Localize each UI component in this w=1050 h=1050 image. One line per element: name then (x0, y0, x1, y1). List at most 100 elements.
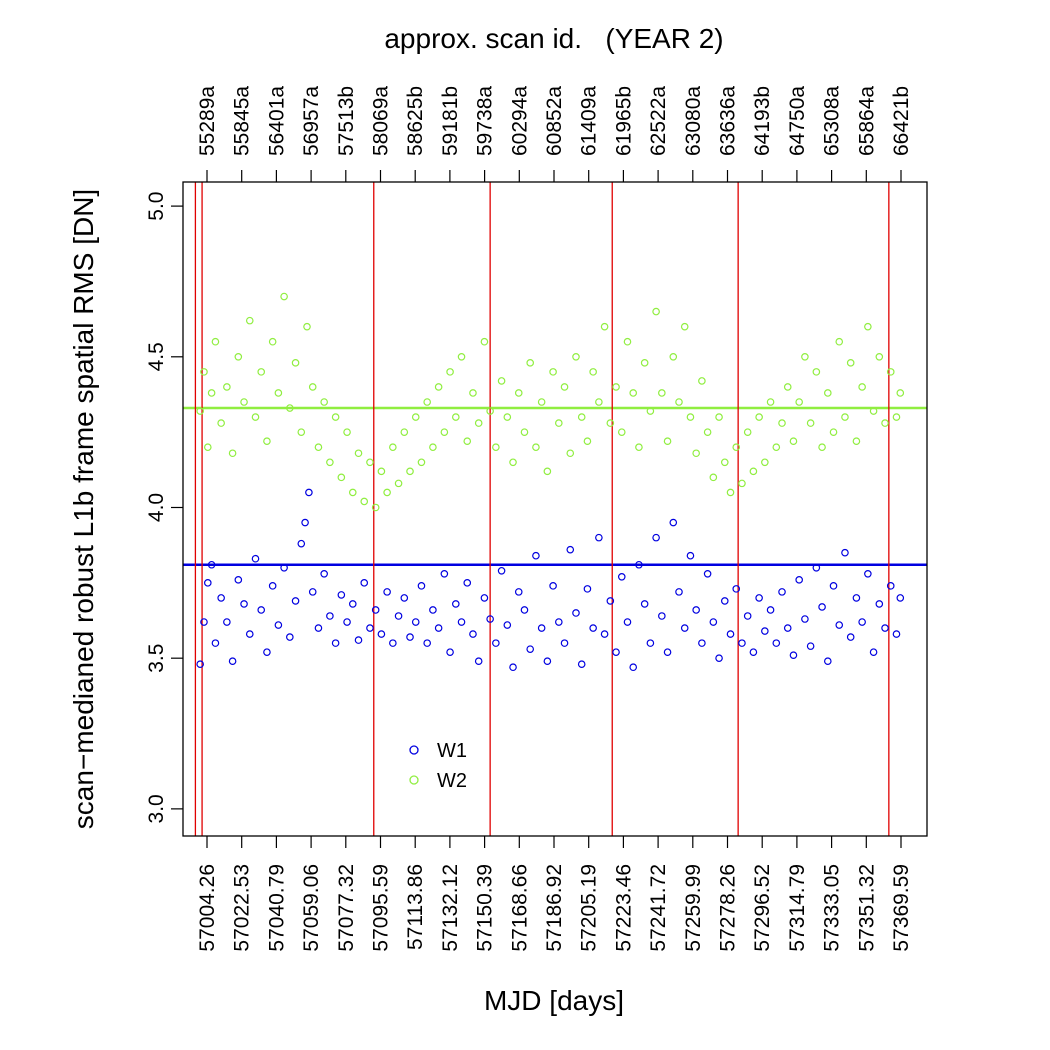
data-point-w2 (371, 503, 380, 512)
vertical-marker-lines (194, 182, 890, 836)
data-point-w2 (417, 458, 426, 467)
data-point-w2 (703, 428, 712, 436)
data-point-w1 (795, 576, 803, 584)
data-point-w2 (743, 428, 752, 436)
data-point-w1 (783, 624, 792, 632)
data-point-w1 (463, 579, 472, 587)
data-point-w1 (474, 657, 483, 665)
x-tick-label: 57113.86 (404, 864, 427, 950)
data-point-w1 (577, 660, 586, 669)
data-point-w1 (629, 663, 638, 672)
data-point-w2 (204, 443, 212, 452)
data-point-w1 (389, 639, 397, 647)
data-point-w1 (406, 633, 414, 641)
top-tick-label: 56401a (265, 86, 288, 156)
data-point-w2 (801, 353, 809, 361)
data-point-w1 (709, 618, 718, 626)
data-point-w1 (207, 560, 216, 569)
data-point-w2 (761, 458, 769, 467)
data-point-w1 (251, 554, 260, 563)
data-point-w2 (211, 337, 220, 346)
x-tick-label: 57059.06 (300, 864, 323, 952)
data-point-w1 (572, 609, 580, 617)
data-point-w1 (772, 639, 781, 647)
data-point-w1 (892, 630, 901, 638)
data-point-w1 (343, 618, 351, 626)
data-point-w2 (732, 443, 741, 452)
data-point-w2 (755, 413, 763, 421)
data-point-w1 (337, 591, 346, 599)
data-point-w2 (377, 467, 386, 476)
y-axis-title: scan−medianed robust L1b frame spatial R… (68, 189, 99, 829)
data-point-w1 (274, 621, 283, 629)
data-point-w2 (411, 413, 420, 421)
data-point-w1 (555, 618, 563, 626)
data-point-w2 (354, 449, 363, 458)
data-point-w2 (526, 359, 535, 367)
y-tick-label: 3.5 (145, 644, 168, 673)
data-point-w2 (715, 413, 723, 421)
data-point-w1 (366, 624, 374, 632)
data-point-w1 (640, 600, 649, 608)
data-point-w2 (652, 307, 660, 316)
top-tick-label: 65308a (821, 86, 844, 156)
data-point-w2 (600, 322, 609, 331)
data-point-w2 (440, 428, 449, 436)
x-tick-label: 57259.99 (682, 864, 705, 952)
legend-label-w2: W2 (437, 770, 467, 792)
data-point-w1 (698, 639, 706, 647)
data-point-w2 (841, 413, 849, 421)
data-point-w2 (663, 437, 672, 445)
data-point-w1 (486, 615, 494, 623)
data-point-w2 (886, 368, 895, 376)
top-tick-label: 64193b (751, 86, 774, 156)
data-point-w2 (207, 389, 216, 397)
data-point-w1 (669, 518, 678, 527)
data-point-w2 (480, 337, 489, 346)
top-tick-label: 66421b (890, 86, 913, 156)
x-tick-label: 57333.05 (821, 864, 844, 952)
data-point-w1 (560, 639, 569, 647)
data-point-w1 (881, 624, 889, 632)
data-point-w1 (377, 630, 386, 638)
data-point-w2 (532, 443, 540, 452)
x-tick-label: 57150.39 (474, 864, 497, 952)
data-point-w1 (520, 606, 529, 614)
data-point-w2 (812, 368, 821, 376)
data-point-w2 (875, 353, 884, 361)
x-tick-label: 57095.59 (370, 864, 393, 952)
data-point-w2 (726, 488, 735, 497)
data-point-w1 (858, 618, 866, 626)
data-point-w1 (204, 579, 212, 587)
top-tick-label: 63080a (682, 86, 705, 156)
data-point-w2 (228, 449, 237, 458)
data-point-w2 (400, 428, 409, 436)
data-point-w2 (257, 368, 266, 376)
data-point-w2 (595, 398, 603, 406)
data-point-w2 (858, 383, 866, 391)
data-point-w1 (240, 600, 248, 608)
data-point-w1 (211, 639, 220, 647)
data-points (196, 292, 905, 672)
data-point-w1 (635, 560, 643, 569)
top-tick-label: 56957a (300, 86, 323, 156)
data-point-w1 (423, 639, 431, 647)
top-tick-label: 65864a (855, 86, 878, 156)
data-point-w2 (892, 413, 901, 421)
x-tick-label: 57205.19 (578, 864, 601, 952)
legend: W1 W2 (409, 740, 467, 792)
data-point-w2 (308, 383, 317, 391)
data-point-w1 (829, 582, 838, 590)
data-point-w1 (732, 585, 741, 593)
x-tick-label: 57241.72 (647, 864, 670, 952)
data-point-w1 (532, 551, 540, 560)
data-point-w2 (509, 458, 517, 467)
data-point-w2 (896, 389, 905, 397)
data-point-w1 (480, 594, 489, 602)
data-point-w1 (217, 594, 225, 602)
data-point-w1 (268, 582, 277, 590)
data-point-w1 (755, 594, 763, 602)
data-point-w2 (543, 467, 552, 476)
data-point-w2 (394, 479, 403, 488)
data-point-w1 (823, 657, 832, 665)
